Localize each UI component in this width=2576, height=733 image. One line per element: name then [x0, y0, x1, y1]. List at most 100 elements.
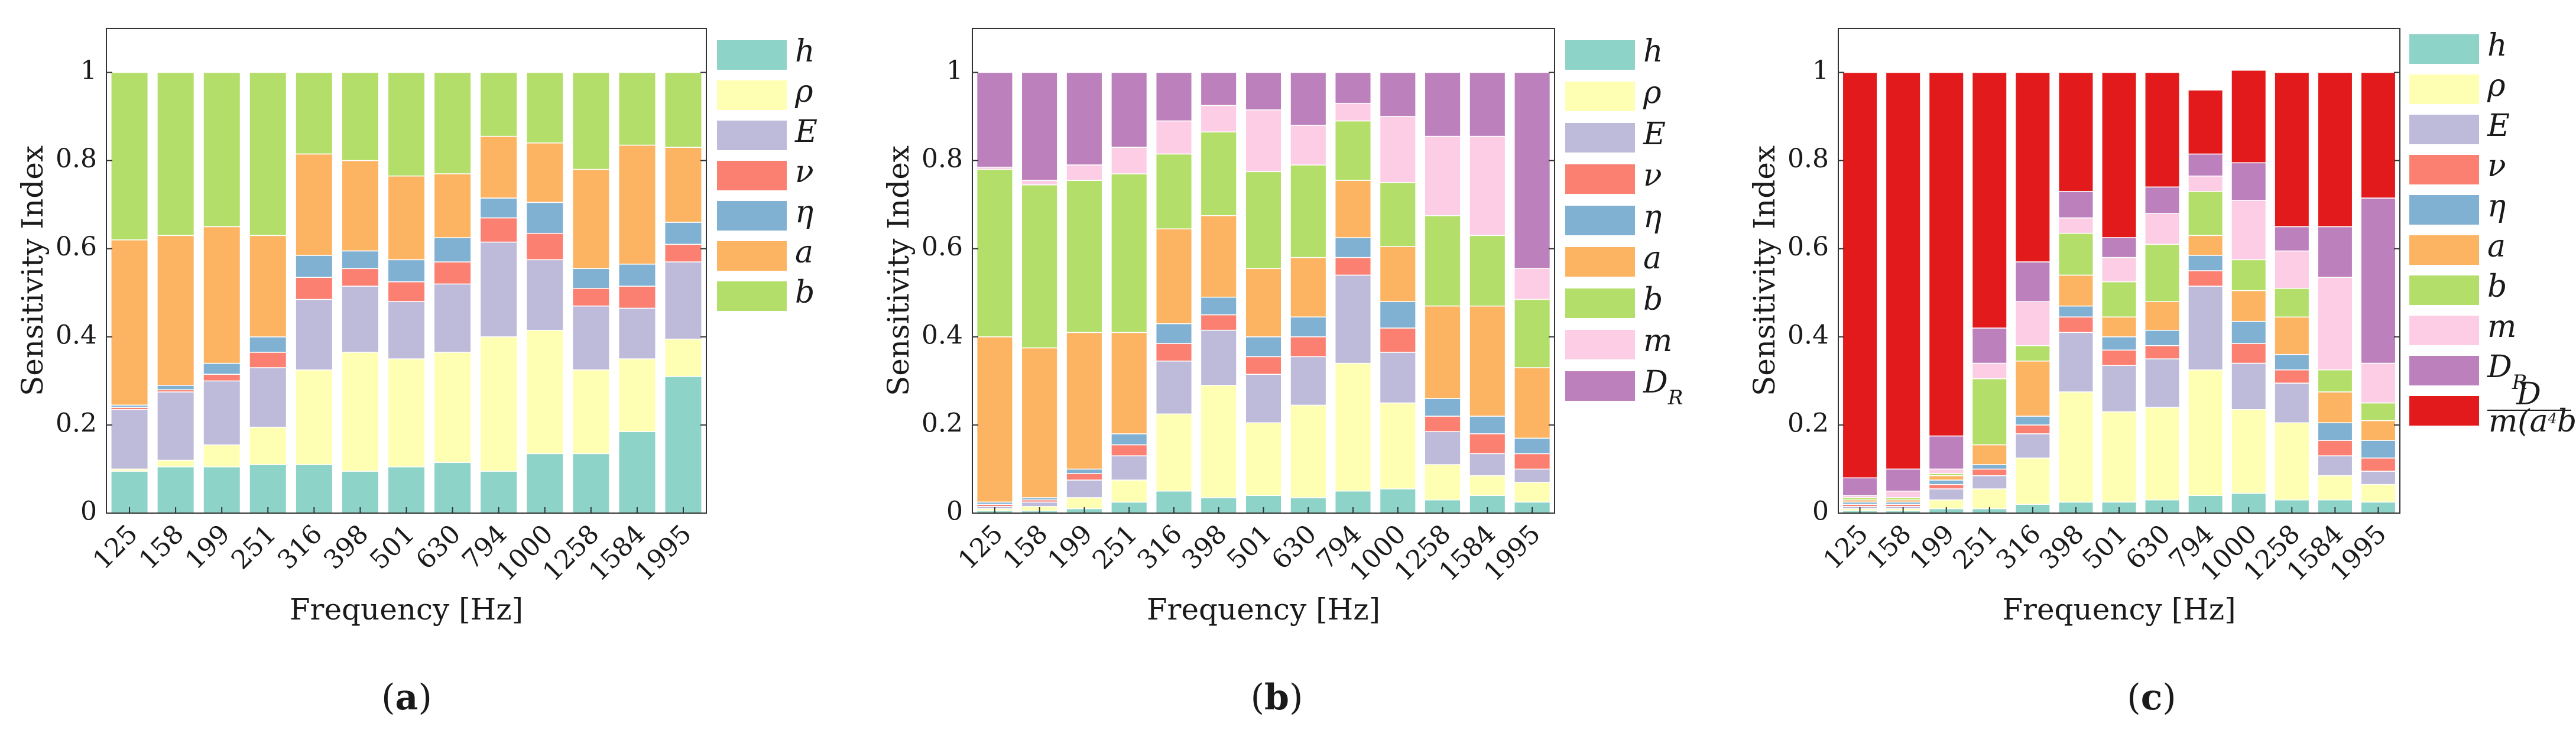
- bar-segment-D-1258: [2274, 72, 2310, 228]
- bar-segment-a-794: [2188, 235, 2224, 256]
- bar-segment-E-199: [1928, 488, 1964, 501]
- bar-segment-eta-1995: [664, 222, 702, 245]
- legend-swatch-b: [1565, 288, 1635, 318]
- bar-segment-E-1258: [2274, 382, 2310, 423]
- bar-segment-DR-125: [1842, 477, 1878, 496]
- bar-segment-DR-158: [1885, 468, 1921, 492]
- y-tick-label: 0.8: [56, 144, 97, 174]
- bar-segment-E-501: [1245, 374, 1282, 423]
- legend-label-rho: ρ: [1643, 75, 1662, 111]
- bar-segment-rho-398: [1200, 385, 1237, 498]
- bar-segment-eta-199: [203, 362, 241, 375]
- bar-segment-nu-251: [249, 352, 287, 368]
- x-axis-title: Frequency [Hz]: [1147, 592, 1380, 627]
- bar-segment-m-1995: [2360, 362, 2396, 404]
- bar-segment-eta-1258: [572, 268, 610, 289]
- bar-segment-E-1258: [572, 305, 610, 371]
- legend-swatch-E: [717, 121, 787, 150]
- bar-segment-b-316: [1155, 153, 1193, 229]
- bar-segment-DR-1995: [2360, 197, 2396, 364]
- bar-segment-eta-1000: [2231, 320, 2267, 344]
- bar-segment-E-630: [433, 283, 472, 353]
- bar-segment-eta-630: [2144, 329, 2181, 346]
- bar-segment-eta-630: [1290, 316, 1327, 338]
- axes-frame: [1838, 28, 2400, 514]
- panel-label: (a): [381, 677, 432, 718]
- bar-segment-E-398: [1200, 329, 1237, 386]
- bar-segment-D-251: [1971, 72, 2007, 329]
- bar-segment-a-1000: [2231, 290, 2267, 322]
- bar-segment-m-1584: [1469, 135, 1506, 236]
- bar-segment-rho-630: [433, 352, 472, 463]
- bar-segment-DR-1995: [1514, 72, 1551, 269]
- bar-segment-b-125: [976, 168, 1013, 338]
- bar-segment-DR-1584: [2317, 226, 2353, 278]
- legend-label-h: h: [1643, 34, 1663, 69]
- bar-segment-m-1000: [1379, 116, 1416, 183]
- legend-swatch-DR: [2409, 356, 2479, 385]
- bar-segment-rho-1995: [2360, 484, 2396, 503]
- bar-segment-D-316: [2014, 72, 2051, 262]
- bar-segment-rho-1584: [2317, 475, 2353, 501]
- x-tick-label: 316: [272, 519, 328, 575]
- bar-segment-E-630: [1290, 356, 1327, 406]
- legend-label-eta: η: [1643, 199, 1662, 235]
- bar-segment-a-316: [2014, 361, 2051, 417]
- bar-segment-nu-1584: [618, 286, 656, 309]
- bar-segment-m-251: [1971, 362, 2007, 380]
- y-tick-label: 1: [1812, 56, 1829, 86]
- bar-segment-a-1584: [618, 144, 656, 265]
- bar-segment-m-630: [1290, 125, 1327, 166]
- bar-segment-rho-794: [479, 336, 518, 472]
- bar-segment-a-1258: [1424, 305, 1461, 399]
- legend-label-E: E: [794, 114, 817, 150]
- bar-segment-eta-158: [157, 385, 195, 391]
- bar-segment-DR-1000: [1379, 72, 1416, 117]
- bar-segment-E-199: [1066, 479, 1103, 498]
- x-tick-label: 251: [1947, 519, 2003, 575]
- bar-segment-eta-316: [1155, 323, 1193, 344]
- bar-segment-DR-794: [1334, 72, 1372, 104]
- bar-segment-nu-1000: [2231, 343, 2267, 364]
- bar-segment-m-316: [2014, 301, 2051, 346]
- bar-segment-E-1258: [1424, 431, 1461, 465]
- bar-segment-eta-1584: [2317, 422, 2353, 441]
- bar-segment-DR-316: [2014, 261, 2051, 302]
- legend-swatch-eta: [2409, 195, 2479, 225]
- bar-segment-b-1258: [1424, 215, 1461, 307]
- bar-segment-DR-501: [2101, 237, 2137, 258]
- y-axis-title: Sensitivity Index: [1747, 145, 1782, 396]
- bar-segment-a-316: [295, 153, 333, 256]
- x-tick-label: 501: [2077, 519, 2133, 575]
- y-tick-label: 0.8: [1787, 144, 1829, 174]
- bar-segment-DR-501: [1245, 72, 1282, 111]
- bar-segment-eta-501: [387, 259, 426, 283]
- legend-label-nu: ν: [1643, 158, 1662, 193]
- legend-label-a: a: [2487, 229, 2506, 264]
- bar-segment-a-1000: [1379, 246, 1416, 302]
- bar-segment-a-251: [1971, 444, 2007, 465]
- legend-swatch-b: [2409, 275, 2479, 305]
- bar-segment-rho-1584: [1469, 475, 1506, 496]
- panel-label-open: (: [1251, 677, 1264, 718]
- bar-segment-a-1258: [2274, 316, 2310, 355]
- bar-segment-DR-398: [2058, 191, 2094, 219]
- legend-label-DR-sub: R: [2512, 371, 2528, 394]
- bar-segment-m-158: [1021, 180, 1058, 186]
- bar-segment-h-158: [157, 466, 195, 514]
- bar-segment-E-199: [203, 380, 241, 446]
- bar-segment-h-1584: [618, 431, 656, 514]
- bar-segment-rho-1258: [1424, 464, 1461, 501]
- bar-segment-E-794: [1334, 274, 1372, 364]
- bar-segment-rho-794: [2188, 369, 2224, 496]
- legend-swatch-m: [2409, 316, 2479, 345]
- bar-segment-b-1000: [525, 72, 564, 144]
- bar-segment-a-251: [249, 235, 287, 338]
- bar-segment-rho-1258: [2274, 422, 2310, 501]
- bar-segment-E-794: [2188, 286, 2224, 371]
- bar-segment-D-1995: [2360, 72, 2396, 199]
- bar-segment-h-630: [433, 462, 472, 514]
- y-tick-label: 0.6: [56, 232, 97, 262]
- bar-segment-nu-251: [1111, 444, 1148, 456]
